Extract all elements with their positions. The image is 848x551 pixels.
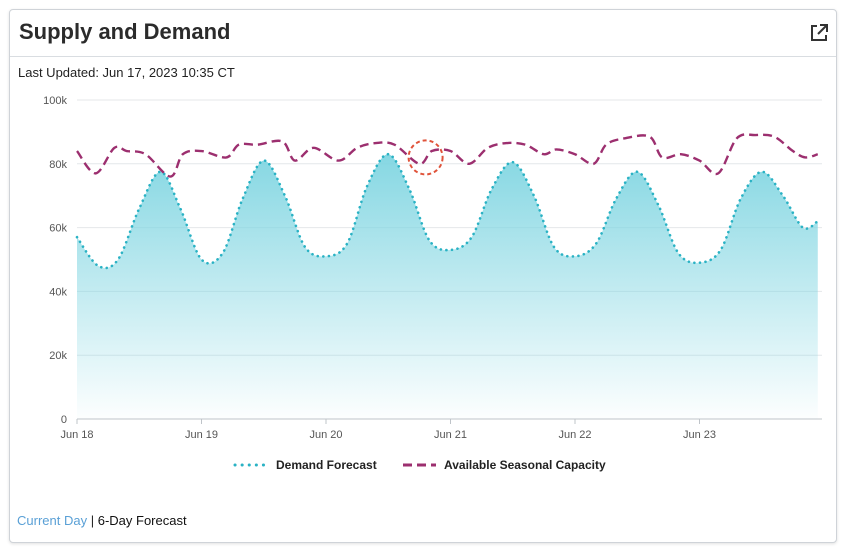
x-tick-label: Jun 22	[558, 429, 591, 441]
capacity-line	[76, 133, 819, 178]
six-day-forecast-link[interactable]: 6-Day Forecast	[97, 513, 187, 528]
x-tick-label: Jun 21	[434, 429, 467, 441]
last-updated-text: Last Updated: Jun 17, 2023 10:35 CT	[18, 65, 235, 80]
highlight-circle	[407, 139, 444, 176]
x-tick-label: Jun 23	[683, 429, 716, 441]
x-tick-label: Jun 20	[309, 429, 342, 441]
demand-forecast-area	[77, 154, 818, 419]
y-tick-label: 0	[61, 414, 67, 426]
legend-demand-label: Demand Forecast	[276, 458, 377, 472]
supply-demand-chart: 0 20k 40k 60k 80k 100k Jun 18 Jun 19 Jun 20 Jun 2…	[43, 95, 822, 472]
legend-capacity-label: Available Seasonal Capacity	[444, 458, 606, 472]
demand-forecast-line	[75, 152, 820, 270]
view-toggle: Current Day | 6-Day Forecast	[17, 513, 187, 528]
y-tick-label: 80k	[49, 159, 67, 171]
current-day-link[interactable]: Current Day	[17, 513, 88, 528]
card-header: Supply and Demand	[10, 10, 836, 57]
card-title: Supply and Demand	[19, 19, 231, 44]
y-tick-label: 100k	[43, 95, 67, 107]
y-tick-label: 60k	[49, 223, 67, 235]
supply-demand-card: Supply and Demand Last Updated: Jun 17, …	[9, 9, 837, 543]
external-link-icon[interactable]	[808, 22, 830, 44]
x-tick-label: Jun 18	[60, 429, 93, 441]
y-tick-label: 20k	[49, 350, 67, 362]
footer-separator: |	[90, 513, 95, 528]
y-tick-label: 40k	[49, 286, 67, 298]
x-tick-label: Jun 19	[185, 429, 218, 441]
